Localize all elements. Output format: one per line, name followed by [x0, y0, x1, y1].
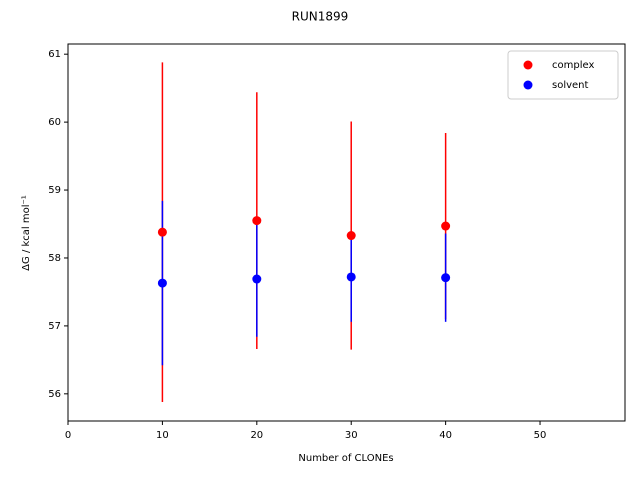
x-axis-label: Number of CLONEs — [298, 453, 393, 464]
x-tick-label: 10 — [156, 430, 169, 441]
x-tick-label: 30 — [345, 430, 358, 441]
y-axis-label: ΔG / kcal mol⁻¹ — [21, 195, 32, 271]
y-tick-label: 60 — [48, 117, 61, 128]
point — [157, 227, 167, 237]
legend-marker — [523, 80, 533, 90]
point — [252, 216, 262, 226]
legend-marker — [523, 60, 533, 70]
y-tick-label: 59 — [48, 185, 61, 196]
x-tick-label: 50 — [534, 430, 547, 441]
x-tick-label: 0 — [65, 430, 71, 441]
y-tick-label: 57 — [48, 321, 61, 332]
y-tick-label: 58 — [48, 253, 61, 264]
point — [346, 272, 356, 282]
legend-label: complex — [552, 60, 594, 71]
point — [252, 274, 262, 284]
chart-title: RUN1899 — [292, 10, 349, 24]
point — [157, 278, 167, 288]
legend-box — [507, 50, 619, 100]
point — [441, 221, 451, 231]
x-tick-label: 20 — [250, 430, 263, 441]
x-tick-label: 40 — [439, 430, 452, 441]
point — [441, 273, 451, 283]
point — [346, 231, 356, 241]
y-tick-label: 56 — [48, 389, 61, 400]
y-tick-label: 61 — [48, 49, 61, 60]
plot-frame — [67, 43, 626, 422]
legend-label: solvent — [552, 80, 589, 91]
